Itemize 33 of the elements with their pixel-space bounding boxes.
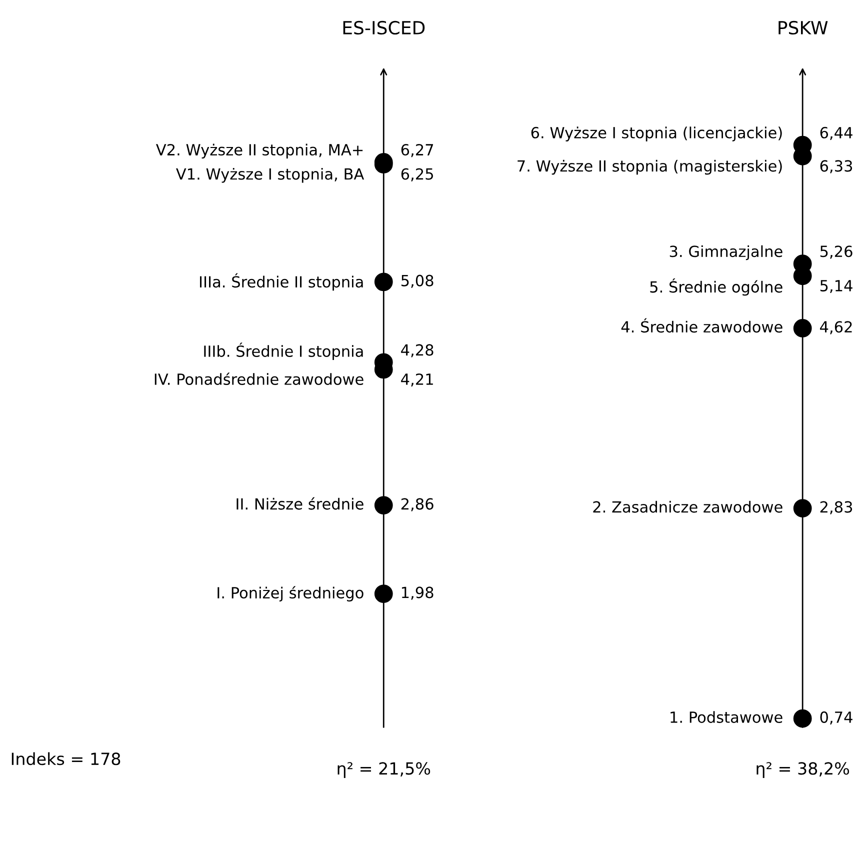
category-label: 4. Średnie zawodowe xyxy=(621,318,782,333)
data-label: 5,14 xyxy=(820,280,852,293)
data-label: 6,33 xyxy=(820,160,852,174)
category-label: II. Niższe średnie xyxy=(236,497,364,510)
data-label: 1,98 xyxy=(402,586,434,600)
category-label: 1. Podstawowe xyxy=(670,711,782,723)
category-label: IIIb. Średnie I stopnia xyxy=(204,342,363,360)
data-label: 4,21 xyxy=(401,373,433,387)
data-label: 4,62 xyxy=(820,321,852,334)
text: PSKW xyxy=(778,20,828,35)
data-label: 2,83 xyxy=(820,501,852,514)
category-label: 3. Gimnazjalne xyxy=(670,245,782,260)
category-label: 2. Zasadnicze zawodowe xyxy=(593,500,782,513)
data-label: 6,27 xyxy=(401,144,434,158)
category-label: 5. Średnie ogólne xyxy=(650,278,782,296)
data-label: 5,26 xyxy=(820,246,852,259)
category-label: IIIa. Średnie II stopnia xyxy=(200,273,363,291)
text: ES-ISCED xyxy=(343,20,425,35)
data-label: 0,74 xyxy=(820,711,852,725)
text: η² = 38,2% xyxy=(756,762,850,778)
category-label: V2. Wyższe II stopnia, MA+ xyxy=(156,144,363,158)
category-label: I. Poniżej średniego xyxy=(218,586,364,602)
data-label: 6,44 xyxy=(820,126,852,140)
category-label: V1. Wyższe I stopnia, BA xyxy=(176,168,364,183)
data-label: 4,28 xyxy=(401,344,434,358)
data-label: 5,08 xyxy=(401,274,434,288)
category-label: 6. Wyższe I stopnia (licencjackie) xyxy=(531,126,782,142)
category-label: IV. Ponadśrednie zawodowe xyxy=(154,372,364,385)
text: Indeks = 178 xyxy=(12,752,120,766)
category-label: 7. Wyższe II stopnia (magisterskie) xyxy=(518,160,782,175)
data-label: 2,86 xyxy=(401,498,434,512)
text: η² = 21,5% xyxy=(338,762,430,778)
data-label: 6,25 xyxy=(401,168,433,182)
